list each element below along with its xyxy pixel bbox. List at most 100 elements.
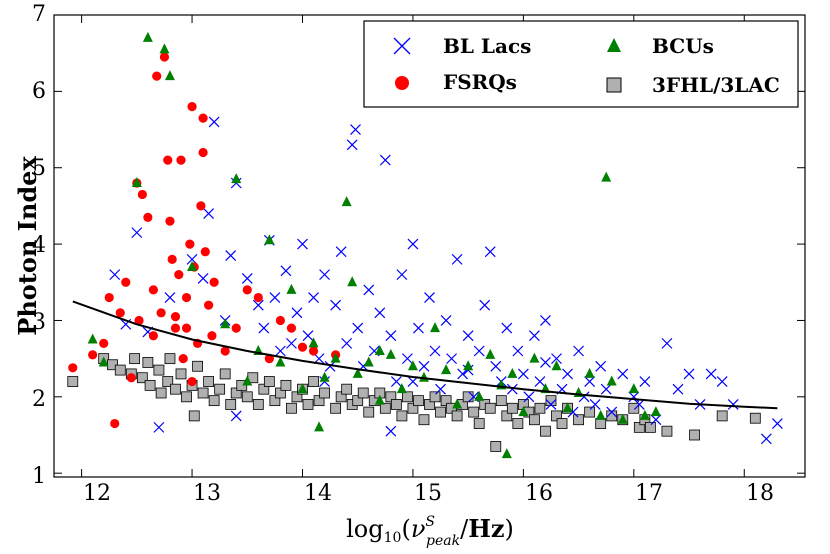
point-fsrqs	[187, 102, 197, 112]
point-bcus	[501, 448, 512, 459]
point-bl-lacs	[153, 421, 165, 433]
y-tick-label: 6	[32, 79, 46, 104]
point-bcus	[628, 383, 639, 394]
y-tick-label: 4	[32, 233, 46, 258]
point-fsrqs	[308, 346, 319, 356]
point-fsrqs	[88, 350, 98, 360]
point-bl-lacs	[208, 116, 220, 128]
point-bl-lacs	[164, 292, 176, 303]
point-fsrqs	[181, 292, 192, 303]
point-bl-lacs	[562, 368, 573, 380]
point-fsrqs	[170, 312, 181, 322]
point-bl-lacs	[617, 368, 629, 380]
point-3fhl-3lac	[363, 406, 375, 418]
point-3fhl-3lac	[67, 376, 79, 387]
point-bcus	[264, 234, 275, 245]
point-bl-lacs	[584, 376, 596, 387]
point-bl-lacs	[589, 399, 601, 410]
point-bl-lacs	[683, 368, 695, 380]
y-tick-label: 2	[32, 387, 46, 412]
point-bl-lacs	[523, 391, 535, 403]
point-3fhl-3lac	[418, 414, 430, 426]
point-bcus	[131, 177, 142, 187]
point-bl-lacs	[479, 299, 491, 311]
point-bcus	[407, 360, 418, 371]
point-bl-lacs	[319, 269, 331, 281]
point-3fhl-3lac	[573, 414, 584, 426]
point-3fhl-3lac	[473, 418, 485, 429]
point-bl-lacs	[269, 292, 281, 303]
y-tick-label: 1	[32, 464, 46, 489]
point-bl-lacs	[451, 253, 463, 265]
point-3fhl-3lac	[451, 410, 463, 422]
x-axis-title-slash: /	[460, 515, 469, 543]
point-3fhl-3lac	[506, 402, 518, 414]
point-3fhl-3lac	[512, 418, 524, 429]
point-bcus	[396, 383, 407, 394]
point-fsrqs	[163, 155, 173, 165]
point-3fhl-3lac	[352, 395, 364, 407]
point-3fhl-3lac	[689, 429, 700, 441]
point-bl-lacs	[551, 353, 562, 365]
point-bcus	[562, 402, 573, 413]
x-tick-label: 12	[83, 481, 111, 506]
point-fsrqs	[152, 71, 162, 81]
point-fsrqs	[242, 285, 252, 295]
point-3fhl-3lac	[534, 402, 546, 414]
point-bl-lacs	[512, 345, 524, 357]
point-bl-lacs	[302, 330, 314, 342]
axis-ticks	[54, 14, 805, 477]
point-bl-lacs	[252, 299, 264, 311]
point-bl-lacs	[109, 269, 121, 281]
point-3fhl-3lac	[628, 402, 640, 414]
point-fsrqs	[187, 376, 197, 387]
point-fsrqs	[99, 338, 109, 348]
point-fsrqs	[275, 315, 286, 326]
point-bcus	[430, 322, 441, 333]
x-tick-label: 17	[635, 481, 663, 506]
point-3fhl-3lac	[495, 395, 507, 407]
point-bcus	[385, 348, 396, 359]
point-bl-lacs	[517, 368, 529, 380]
point-3fhl-3lac	[319, 387, 330, 399]
point-bcus	[601, 171, 612, 182]
point-bcus	[551, 360, 562, 371]
point-bl-lacs	[473, 345, 485, 357]
point-fsrqs	[200, 247, 210, 257]
point-bcus	[187, 261, 198, 271]
point-bcus	[142, 31, 153, 42]
point-fsrqs	[134, 315, 144, 326]
point-fsrqs	[143, 212, 153, 222]
point-fsrqs	[115, 308, 125, 318]
point-3fhl-3lac	[192, 360, 203, 372]
point-bl-lacs	[341, 337, 353, 349]
point-3fhl-3lac	[155, 387, 167, 399]
point-bl-lacs	[727, 399, 739, 410]
point-bl-lacs	[633, 399, 645, 410]
point-bl-lacs	[335, 246, 347, 258]
point-bcus	[518, 406, 529, 417]
legend: BL Lacs FSRQs BCUs 3FHL/3LAC	[363, 20, 799, 108]
point-fsrqs	[170, 323, 181, 333]
point-bl-lacs	[595, 360, 607, 372]
point-3fhl-3lac	[335, 391, 347, 403]
point-fsrqs	[174, 270, 184, 280]
point-bcus	[441, 364, 452, 375]
point-3fhl-3lac	[188, 410, 200, 422]
point-3fhl-3lac	[153, 364, 165, 376]
point-3fhl-3lac	[749, 412, 761, 424]
point-fsrqs	[231, 323, 241, 333]
point-3fhl-3lac	[308, 376, 319, 387]
point-3fhl-3lac	[230, 387, 242, 399]
point-bl-lacs	[401, 353, 413, 365]
point-bl-lacs	[350, 124, 361, 135]
point-3fhl-3lac	[462, 391, 474, 403]
point-3fhl-3lac	[162, 376, 174, 387]
point-bl-lacs	[280, 265, 292, 277]
point-bcus	[231, 173, 242, 184]
point-bl-lacs	[771, 418, 783, 429]
point-bl-lacs	[379, 154, 391, 166]
point-bl-lacs	[225, 250, 237, 261]
point-fsrqs	[159, 52, 170, 62]
legend-marker-bcus	[607, 38, 621, 52]
